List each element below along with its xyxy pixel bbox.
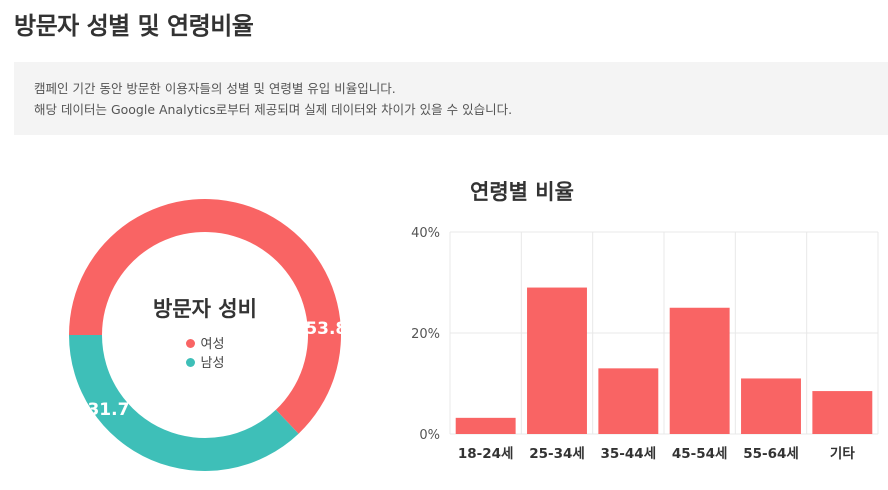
x-tick-label: 45-54세 — [672, 446, 728, 462]
bar-4[interactable] — [669, 307, 730, 434]
bar-2[interactable] — [527, 287, 587, 434]
info-text-2: 해당 데이터는 Google Analytics로부터 제공되며 실제 데이터와… — [34, 102, 513, 117]
legend-dot-male — [185, 358, 195, 367]
x-tick-label: 18-24세 — [458, 446, 514, 462]
y-tick-label: 20% — [411, 327, 440, 342]
donut-legend: 여성 남성 — [185, 335, 225, 373]
donut-svg: 53.8 31.7 — [68, 199, 347, 472]
x-tick-label: 55-64세 — [743, 446, 799, 462]
y-tick-label: 0% — [419, 428, 440, 443]
donut-label-female: 53.8 — [305, 319, 347, 339]
gender-donut-chart: 53.8 31.7 방문자 성비 여성 남성 — [60, 190, 350, 480]
info-box: 캠페인 기간 동안 방문한 이용자들의 성별 및 연령별 유입 비율입니다. 해… — [14, 62, 888, 135]
donut-center: 방문자 성비 여성 남성 — [60, 293, 350, 373]
x-tick-label: 35-44세 — [601, 446, 657, 462]
donut-label-male: 31.7 — [87, 400, 129, 420]
legend-item-female[interactable]: 여성 — [185, 335, 225, 354]
donut-title: 방문자 성비 — [153, 297, 257, 321]
x-tick-label: 25-34세 — [529, 446, 585, 462]
legend-label-female: 여성 — [200, 337, 225, 352]
y-tick-label: 40% — [411, 226, 440, 241]
bar-6[interactable] — [812, 391, 873, 434]
donut-slice-female[interactable] — [69, 199, 341, 434]
x-tick-label: 기타 — [830, 446, 855, 462]
page-title: 방문자 성별 및 연령비율 — [14, 12, 254, 40]
age-chart-title: 연령별 비율 — [470, 180, 574, 204]
bar-5[interactable] — [741, 378, 801, 434]
bar-3[interactable] — [598, 368, 659, 434]
age-bar-chart: 0% 20% 40% 18-24세 25-34세 35-44세 45-54세 55-64세 기타 — [411, 226, 879, 462]
legend-dot-female — [185, 339, 195, 348]
legend-label-male: 남성 — [200, 356, 225, 371]
bar-1[interactable] — [455, 417, 516, 434]
info-text-1: 캠페인 기간 동안 방문한 이용자들의 성별 및 연령별 유입 비율입니다. — [34, 81, 396, 96]
legend-item-male[interactable]: 남성 — [185, 354, 225, 373]
donut-slice-male[interactable] — [68, 335, 299, 472]
